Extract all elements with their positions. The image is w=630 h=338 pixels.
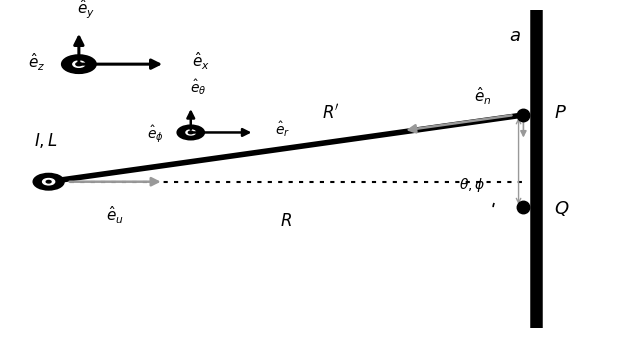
Text: $\hat{e}_\theta$: $\hat{e}_\theta$ — [190, 77, 206, 97]
Circle shape — [46, 180, 51, 183]
Text: $I, L$: $I, L$ — [34, 131, 57, 150]
Text: $a$: $a$ — [508, 27, 520, 45]
Circle shape — [178, 125, 204, 140]
Circle shape — [33, 174, 64, 190]
Circle shape — [188, 131, 193, 134]
Text: $\hat{e}_n$: $\hat{e}_n$ — [474, 85, 492, 107]
Text: $\hat{e}_r$: $\hat{e}_r$ — [275, 119, 290, 139]
Text: $\hat{e}_y$: $\hat{e}_y$ — [77, 0, 95, 21]
Text: $\hat{e}_u$: $\hat{e}_u$ — [106, 204, 124, 225]
Circle shape — [186, 130, 195, 135]
Text: $R'$: $R'$ — [322, 104, 340, 123]
Text: $\theta, \phi$: $\theta, \phi$ — [459, 176, 485, 194]
Circle shape — [43, 178, 55, 185]
Circle shape — [76, 63, 82, 66]
Text: $Q$: $Q$ — [554, 199, 569, 218]
Text: $\hat{e}_\phi$: $\hat{e}_\phi$ — [147, 123, 164, 145]
Circle shape — [62, 55, 96, 73]
Text: $\hat{e}_x$: $\hat{e}_x$ — [192, 50, 210, 72]
Circle shape — [73, 61, 85, 67]
Text: $R$: $R$ — [280, 214, 292, 231]
Text: $\hat{e}_z$: $\hat{e}_z$ — [28, 52, 45, 73]
Text: $P$: $P$ — [554, 104, 566, 122]
